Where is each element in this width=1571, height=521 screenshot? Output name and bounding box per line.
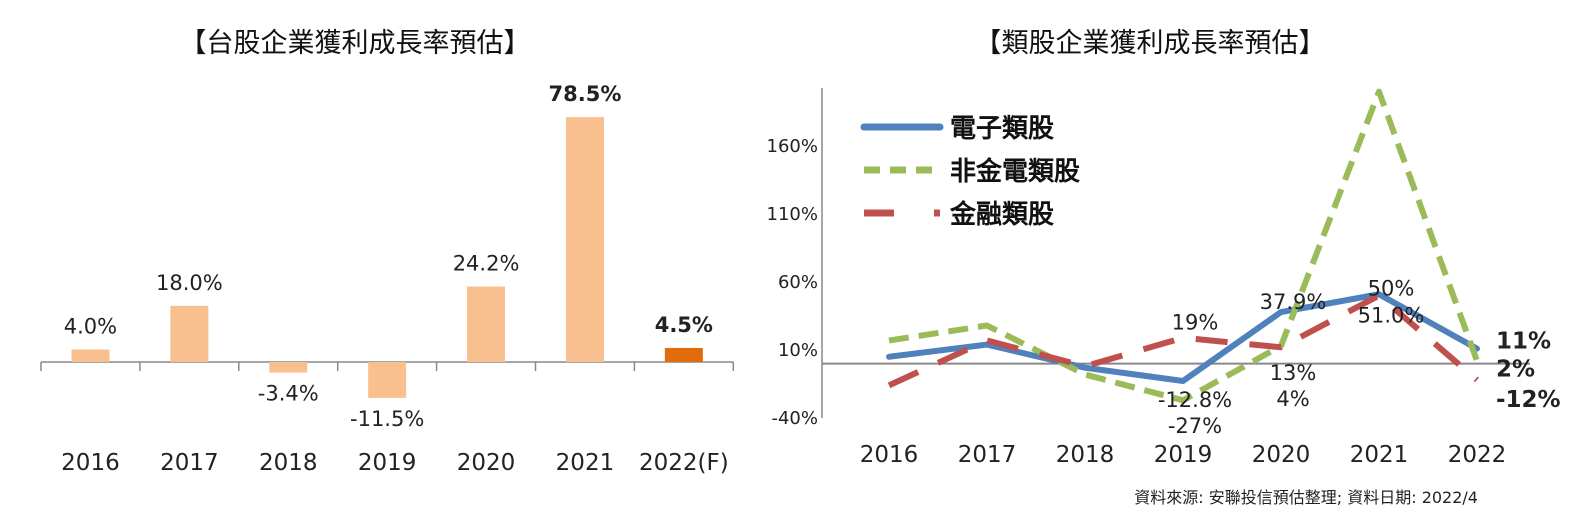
x-tick-label: 2020 — [1252, 442, 1311, 468]
bar-2019 — [368, 362, 407, 398]
y-tick-label: 160% — [767, 136, 818, 157]
x-tick-label: 2019 — [358, 450, 417, 476]
y-tick-label: -40% — [771, 408, 818, 429]
data-label: -12.8% — [1158, 388, 1232, 412]
bar-2018 — [269, 362, 308, 373]
legend-label-1: 非金電類股 — [950, 156, 1080, 187]
data-label: 37.9% — [1260, 290, 1327, 314]
bar-2017 — [170, 305, 209, 362]
left-chart-title: 【台股企業獲利成長率預估】 — [180, 28, 531, 59]
x-tick-label: 2020 — [457, 450, 516, 476]
x-tick-label: 2019 — [1154, 442, 1213, 468]
data-label: 19% — [1172, 310, 1219, 334]
bar-2021 — [565, 117, 604, 362]
bar-2020 — [467, 286, 506, 362]
data-label: -12% — [1496, 387, 1561, 413]
source-note: 資料來源: 安聯投信預估整理; 資料日期: 2022/4 — [1134, 488, 1478, 507]
x-tick-label: 2018 — [1056, 442, 1115, 468]
x-tick-label: 2016 — [860, 442, 919, 468]
y-tick-label: 60% — [778, 272, 818, 293]
data-label-2021: 78.5% — [549, 82, 622, 106]
x-tick-label: 2016 — [61, 450, 120, 476]
y-tick-label: 110% — [767, 204, 818, 225]
data-label: -27% — [1168, 414, 1222, 438]
x-tick-label: 2021 — [556, 450, 615, 476]
bar-2022(F) — [664, 347, 703, 362]
x-tick-label: 2022 — [1448, 442, 1507, 468]
left-bar-chart: 【台股企業獲利成長率預估】 4.0% 2016 18.0% 2017 -3.4% 2018… — [40, 28, 735, 476]
data-label: 51.0% — [1358, 304, 1425, 328]
x-tick-label: 2021 — [1350, 442, 1409, 468]
data-label: 50% — [1368, 276, 1415, 300]
legend-label-2: 金融類股 — [949, 199, 1054, 230]
x-tick-label: 2017 — [160, 450, 219, 476]
x-tick-label: 2017 — [958, 442, 1017, 468]
data-label-2022(F): 4.5% — [655, 313, 713, 337]
data-label-2020: 24.2% — [453, 251, 520, 275]
x-tick-label: 2022(F) — [639, 450, 729, 476]
data-label: 11% — [1496, 328, 1551, 354]
right-line-chart: 【類股企業獲利成長率預估】 -40% 10% 60% 110% 160% 2016 2017… — [767, 28, 1561, 468]
legend-label-0: 電子類股 — [950, 114, 1054, 144]
data-label-2019: -11.5% — [350, 407, 424, 431]
y-tick-label: 10% — [778, 340, 818, 361]
data-label-2018: -3.4% — [258, 382, 319, 406]
data-label: 2% — [1496, 356, 1535, 382]
x-tick-label: 2018 — [259, 450, 318, 476]
data-label: 13% — [1270, 361, 1317, 385]
data-label-2016: 4.0% — [64, 315, 117, 339]
data-label: 4% — [1276, 387, 1309, 411]
data-label-2017: 18.0% — [156, 271, 223, 295]
bar-2016 — [71, 349, 110, 362]
right-chart-title: 【類股企業獲利成長率預估】 — [975, 28, 1326, 59]
